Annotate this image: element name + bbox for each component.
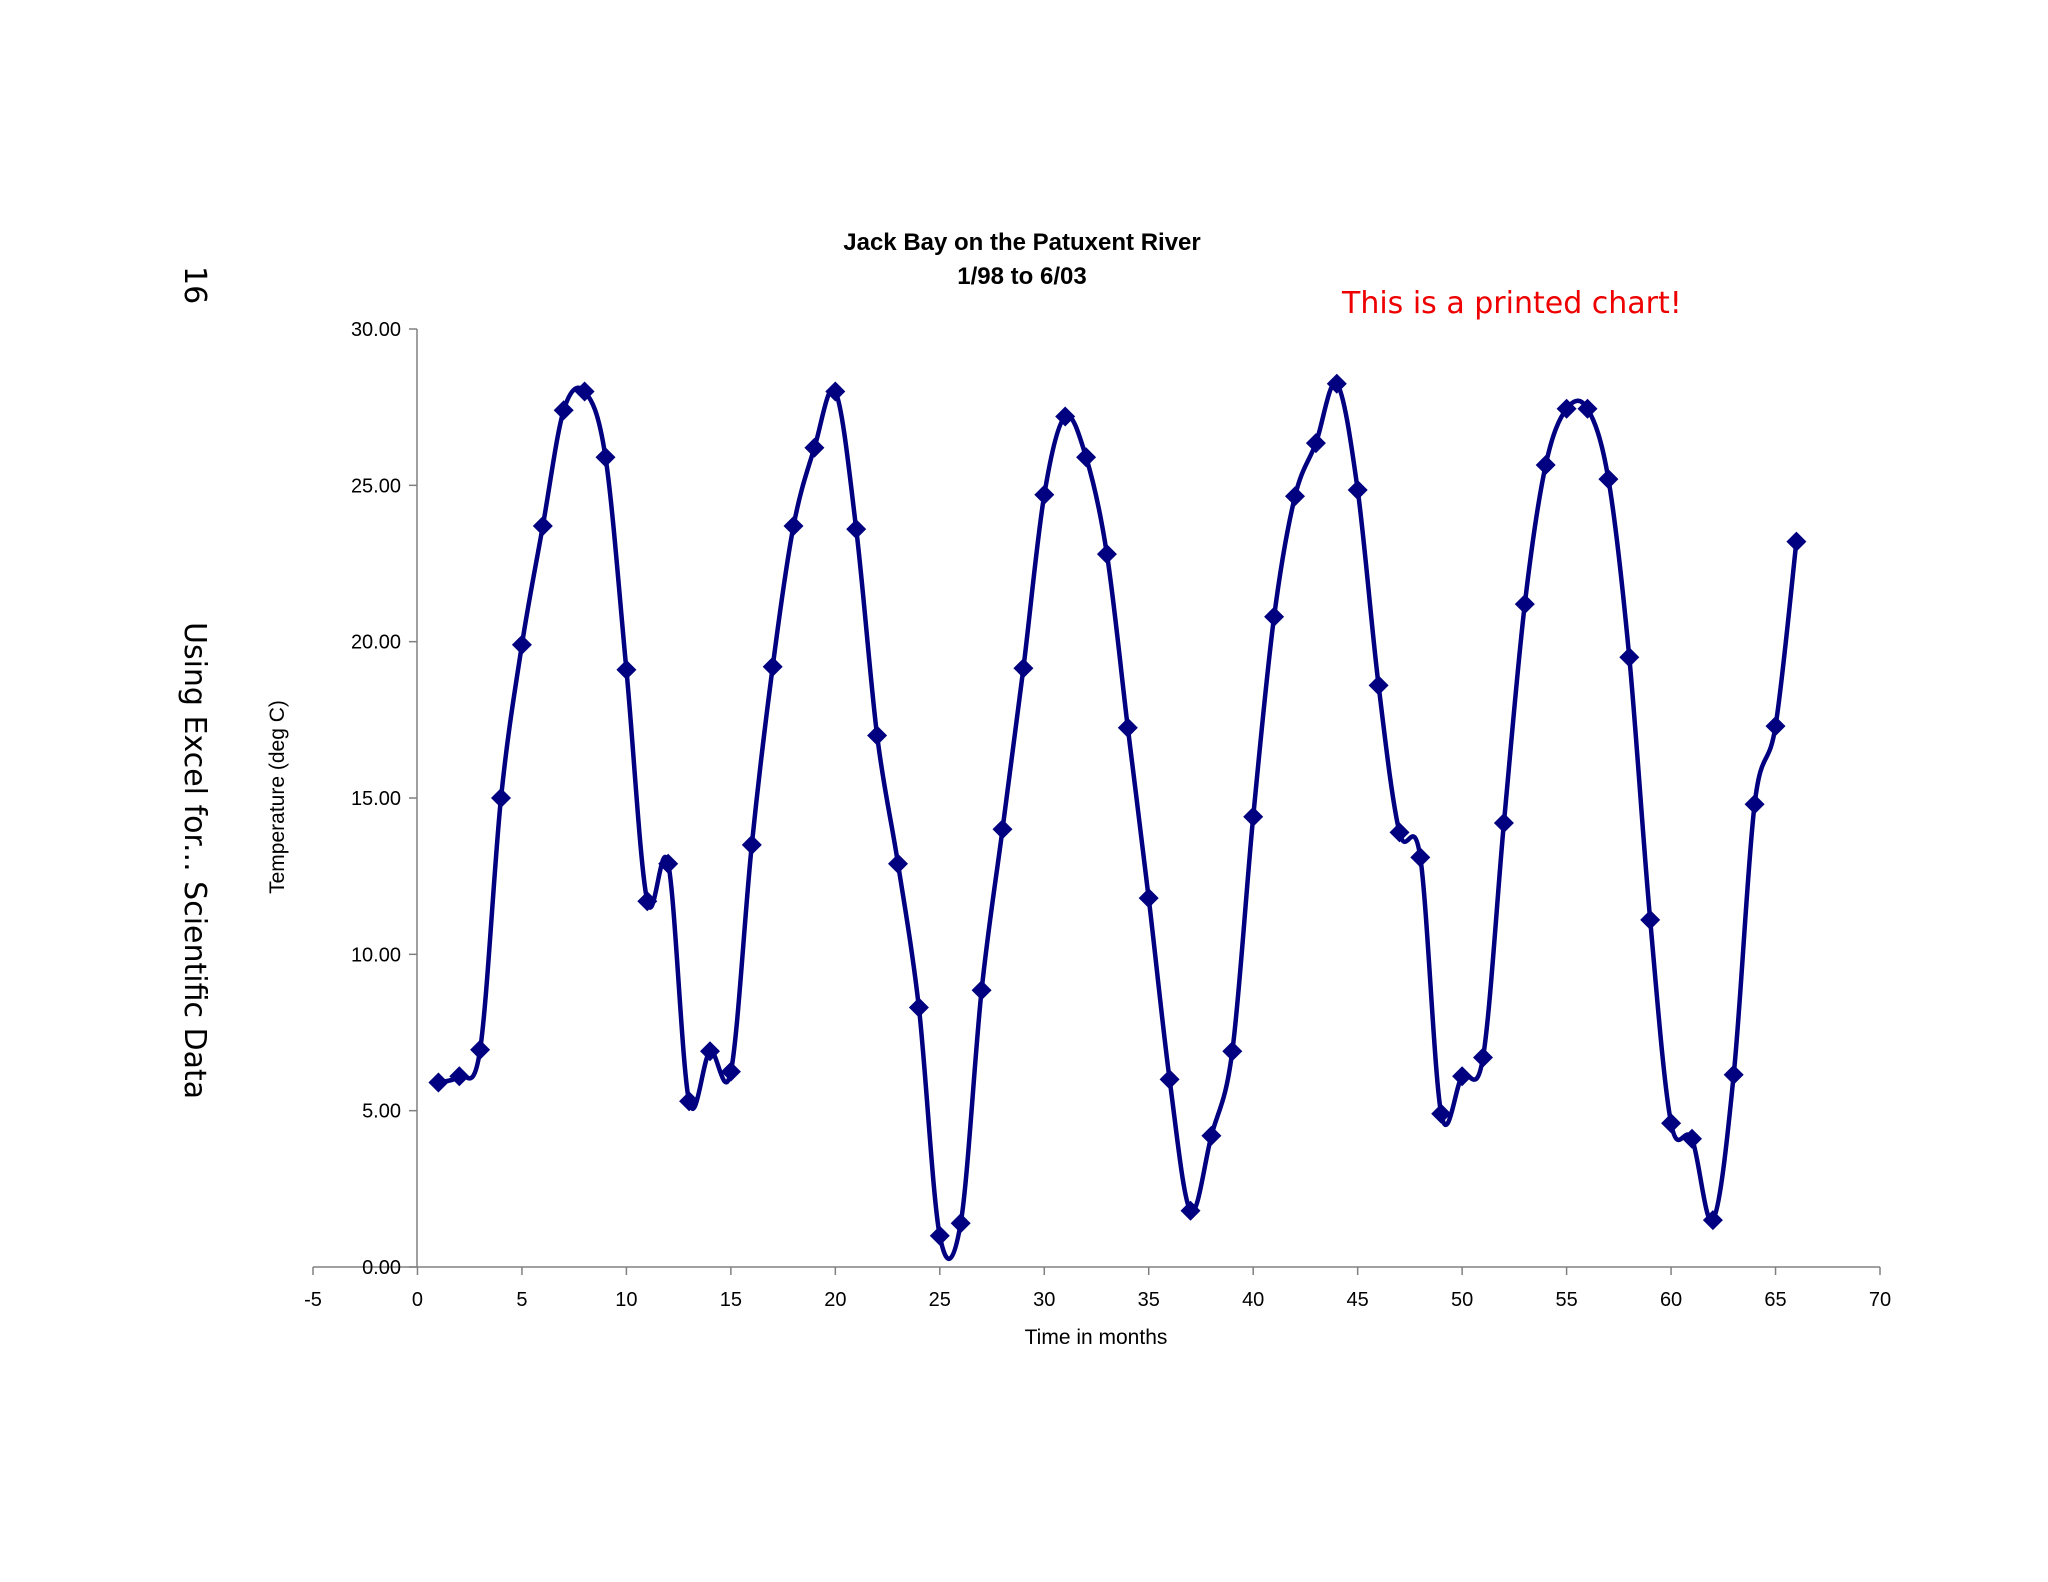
data-point-marker (679, 1091, 700, 1112)
y-tick-label: 10.00 (351, 944, 401, 966)
x-tick-label: 25 (929, 1289, 951, 1311)
data-point-marker (1326, 373, 1347, 394)
data-point-marker (1598, 469, 1619, 490)
data-point-marker (1243, 806, 1264, 827)
x-axis-label: Time in months (1025, 1326, 1168, 1349)
data-point-marker (950, 1213, 971, 1234)
y-axis-label: Temperature (deg C) (266, 700, 289, 894)
data-point-marker (1514, 594, 1535, 615)
data-point-marker (1786, 531, 1807, 552)
data-point-marker (1661, 1113, 1682, 1134)
data-point-marker (804, 437, 825, 458)
data-point-marker (1264, 606, 1285, 627)
data-point-marker (1682, 1128, 1702, 1149)
data-point-marker (783, 516, 804, 536)
data-point-marker (574, 381, 595, 402)
data-point-marker (741, 834, 762, 855)
data-point-marker (1577, 398, 1598, 419)
data-point-marker (1347, 480, 1368, 500)
data-point-marker (1222, 1041, 1243, 1062)
y-tick-label: 25.00 (351, 475, 401, 497)
data-point-marker (720, 1061, 741, 1082)
x-tick-label: -5 (304, 1289, 322, 1311)
data-point-marker (700, 1041, 720, 1062)
y-tick-label: 5.00 (362, 1101, 401, 1123)
x-tick-label: 55 (1555, 1289, 1577, 1311)
data-point-marker (532, 516, 553, 536)
x-tick-label: 30 (1033, 1289, 1055, 1311)
x-tick-label: 65 (1764, 1289, 1786, 1311)
printed-chart-annotation: This is a printed chart! (1342, 286, 1682, 321)
y-tick-label: 15.00 (351, 788, 401, 810)
data-point-marker (616, 659, 637, 680)
x-tick-label: 15 (720, 1289, 742, 1311)
x-tick-label: 50 (1451, 1289, 1473, 1311)
chart-axes: -5 0 5 10 15 20 25 30 35 40 45 50 55 60 65 70 0.00 5.00 10… (304, 319, 1891, 1311)
data-point-marker (1138, 888, 1159, 909)
x-tick-label: 5 (516, 1289, 527, 1311)
y-tick-label: 30.00 (351, 319, 401, 341)
data-point-marker (553, 400, 574, 421)
data-point-marker (888, 853, 908, 874)
data-point-marker (1619, 647, 1640, 668)
x-tick-label: 60 (1660, 1289, 1682, 1311)
data-point-marker (1285, 486, 1305, 507)
data-point-marker (762, 656, 783, 677)
data-point-marker (825, 381, 846, 402)
data-point-marker (1556, 398, 1577, 419)
data-point-marker (1117, 717, 1138, 738)
data-point-marker (1096, 544, 1117, 565)
data-point-marker (1055, 406, 1076, 427)
data-point-marker (1410, 847, 1431, 868)
data-point-marker (1535, 455, 1556, 475)
x-tick-label: 0 (412, 1289, 423, 1311)
data-point-marker (929, 1225, 950, 1246)
chart-title: Jack Bay on the Patuxent River (843, 229, 1200, 256)
data-point-marker (867, 725, 888, 746)
data-point-marker (1765, 716, 1786, 737)
x-tick-label: 20 (824, 1289, 846, 1311)
data-point-marker (1493, 813, 1514, 833)
data-point-marker (1159, 1069, 1180, 1090)
data-point-marker (1180, 1200, 1201, 1221)
chart-subtitle: 1/98 to 6/03 (957, 263, 1086, 290)
x-tick-label: 35 (1138, 1289, 1160, 1311)
y-tick-label: 20.00 (351, 632, 401, 654)
data-point-marker (1076, 447, 1097, 468)
x-tick-label: 45 (1347, 1289, 1369, 1311)
data-point-marker (428, 1072, 449, 1093)
data-point-marker (1452, 1066, 1473, 1087)
data-point-marker (658, 853, 679, 874)
data-point-marker (1305, 433, 1326, 454)
data-point-marker (1744, 794, 1765, 815)
data-point-marker (992, 819, 1013, 840)
temperature-series-line (437, 380, 1799, 1261)
data-point-marker (1389, 822, 1410, 843)
data-point-marker (637, 891, 658, 912)
chart-series (428, 373, 1807, 1261)
x-tick-label: 70 (1869, 1289, 1891, 1311)
data-point-marker (511, 634, 532, 655)
data-point-marker (1013, 658, 1034, 679)
data-point-marker (470, 1039, 491, 1060)
y-tick-label: 0.00 (362, 1257, 401, 1279)
x-tick-label: 10 (615, 1289, 637, 1311)
data-point-marker (1702, 1210, 1723, 1231)
data-point-marker (971, 980, 992, 1001)
data-point-marker (1201, 1125, 1222, 1146)
data-point-marker (449, 1066, 470, 1087)
data-point-marker (1368, 675, 1389, 696)
data-point-marker (908, 997, 929, 1018)
data-point-marker (846, 519, 867, 540)
data-point-marker (1431, 1103, 1452, 1124)
data-point-marker (491, 788, 511, 808)
data-point-marker (1473, 1047, 1493, 1068)
data-point-marker (595, 447, 616, 468)
data-point-marker (1640, 909, 1661, 930)
data-point-marker (1723, 1064, 1744, 1085)
data-point-marker (1034, 484, 1055, 505)
x-tick-label: 40 (1242, 1289, 1264, 1311)
